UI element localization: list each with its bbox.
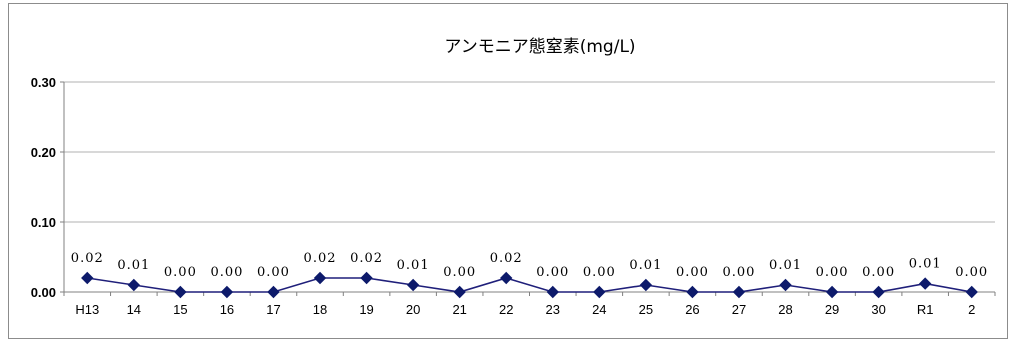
chart-area [8,3,1008,339]
x-tick-label: 17 [266,302,280,317]
data-label: 0.00 [583,265,616,280]
data-label: 0.00 [536,265,569,280]
y-tick-label: 0.00 [31,285,56,300]
y-tick-labels: 0.00 0.10 0.20 0.30 [31,75,56,300]
x-tick-label: R1 [917,302,934,317]
data-label: 0.02 [350,251,383,266]
data-point [267,285,280,299]
data-point [174,285,187,299]
x-tick-label: 27 [732,302,746,317]
data-label: 0.01 [117,258,150,273]
data-label: 0.00 [676,265,709,280]
x-tick-label: 19 [359,302,373,317]
x-tick-label: 24 [592,302,606,317]
data-labels: 0.02 0.01 0.00 0.00 0.00 0.02 0.02 0.01 0.00 0.02… [71,251,988,280]
data-label: 0.00 [164,265,197,280]
data-label: 0.00 [722,265,755,280]
y-tick-label: 0.10 [31,215,56,230]
x-tick-label: 20 [406,302,420,317]
data-point [313,271,327,285]
data-label: 0.02 [304,251,337,266]
chart-title: アンモニア態窒素(mg/L) [444,37,635,57]
data-point [593,285,606,299]
data-point [500,271,513,285]
data-point [81,271,94,285]
data-label: 0.00 [816,265,849,280]
data-point [127,278,141,292]
data-label: 0.01 [397,258,430,273]
y-tick-label: 0.20 [31,145,56,160]
data-point [453,285,466,299]
axes [60,81,996,296]
x-tick-label: H13 [75,302,99,317]
data-point [965,285,978,299]
data-label: 0.02 [490,251,523,266]
data-point [360,271,373,285]
data-point [546,285,559,299]
x-tick-label: 25 [639,302,653,317]
data-label: 0.01 [909,257,942,272]
data-label: 0.02 [71,251,104,266]
data-markers [81,271,978,299]
data-point [686,285,699,299]
data-point [779,278,792,292]
x-tick-label: 22 [499,302,513,317]
x-tick-label: 30 [871,302,885,317]
data-label: 0.00 [955,265,988,280]
x-tick-label: 21 [452,302,466,317]
data-point [220,285,234,299]
data-point [918,277,932,290]
x-tick-labels: H13 14 15 16 17 18 19 20 21 22 23 24 25 26 27 28 29 30 R1 2 [75,302,975,317]
data-label: 0.00 [257,265,290,280]
grid-lines [64,81,995,223]
x-tick-label: 29 [825,302,839,317]
x-tick-label: 18 [313,302,327,317]
y-tick-label: 0.30 [31,75,56,90]
x-tick-label: 26 [685,302,699,317]
data-label: 0.00 [210,265,243,280]
data-label: 0.00 [862,265,895,280]
x-tick-label: 15 [173,302,187,317]
x-tick-label: 23 [546,302,560,317]
data-point [872,285,885,299]
x-tick-label: 16 [220,302,234,317]
series-line [87,277,972,293]
data-label: 0.01 [629,258,662,273]
x-tick-label: 2 [968,302,975,317]
data-point [406,278,420,292]
data-point [639,278,653,292]
data-point [825,285,839,299]
x-tick-label: 28 [778,302,792,317]
data-point [732,285,746,299]
data-label: 0.01 [769,258,802,273]
data-label: 0.00 [443,265,476,280]
x-tick-label: 14 [127,302,141,317]
